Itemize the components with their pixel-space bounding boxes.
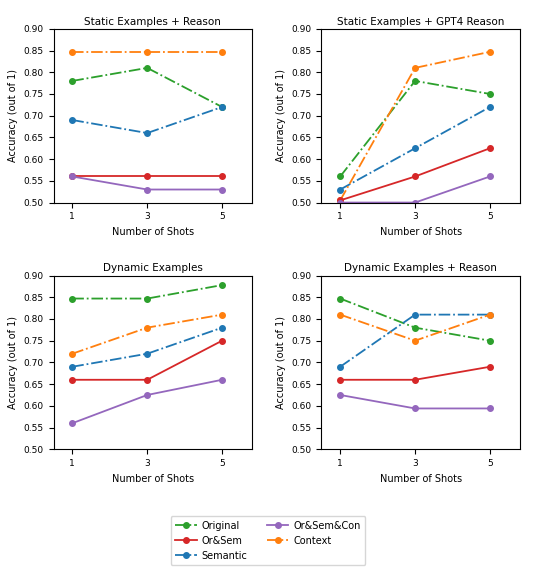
Or&Sem&Con (412, 199, 418, 206)
Line: Or&Sem&Con: Or&Sem&Con (70, 377, 225, 426)
Semantic (69, 363, 76, 370)
X-axis label: Number of Shots: Number of Shots (379, 473, 462, 484)
X-axis label: Number of Shots: Number of Shots (111, 473, 194, 484)
Or&Sem&Con (487, 405, 493, 412)
Or&Sem (487, 145, 493, 151)
Or&Sem (337, 376, 344, 383)
Or&Sem&Con (144, 186, 151, 193)
Original (69, 77, 76, 84)
Title: Dynamic Examples + Reason: Dynamic Examples + Reason (344, 263, 497, 274)
Semantic (412, 311, 418, 318)
Line: Semantic: Semantic (70, 325, 225, 370)
Or&Sem (412, 173, 418, 180)
Original (487, 337, 493, 344)
Line: Or&Sem&Con: Or&Sem&Con (338, 392, 493, 411)
Semantic (487, 311, 493, 318)
Y-axis label: Accuracy (out of 1): Accuracy (out of 1) (276, 69, 286, 162)
Line: Original: Original (70, 65, 225, 110)
Context (337, 197, 344, 204)
Context (219, 311, 225, 318)
Original (144, 295, 151, 302)
Context (487, 311, 493, 318)
Line: Context: Context (70, 49, 225, 55)
Or&Sem (69, 376, 76, 383)
Line: Semantic: Semantic (338, 312, 493, 370)
Original (219, 282, 225, 289)
Or&Sem (219, 173, 225, 180)
Or&Sem (144, 376, 151, 383)
Or&Sem&Con (69, 420, 76, 427)
Context (412, 65, 418, 71)
Original (412, 77, 418, 84)
Or&Sem&Con (219, 376, 225, 383)
Context (487, 48, 493, 55)
Original (487, 90, 493, 97)
Or&Sem&Con (219, 186, 225, 193)
Or&Sem (219, 337, 225, 344)
Semantic (412, 145, 418, 151)
Or&Sem (412, 376, 418, 383)
X-axis label: Number of Shots: Number of Shots (111, 227, 194, 237)
X-axis label: Number of Shots: Number of Shots (379, 227, 462, 237)
Line: Original: Original (70, 282, 225, 301)
Y-axis label: Accuracy (out of 1): Accuracy (out of 1) (8, 69, 18, 162)
Or&Sem&Con (487, 173, 493, 180)
Title: Dynamic Examples: Dynamic Examples (103, 263, 203, 274)
Line: Or&Sem: Or&Sem (338, 364, 493, 382)
Context (337, 311, 344, 318)
Title: Static Examples + Reason: Static Examples + Reason (84, 17, 221, 26)
Line: Original: Original (338, 295, 493, 343)
Context (144, 324, 151, 331)
Or&Sem&Con (144, 392, 151, 399)
Context (69, 48, 76, 55)
Or&Sem (487, 363, 493, 370)
Title: Static Examples + GPT4 Reason: Static Examples + GPT4 Reason (337, 17, 504, 26)
Line: Original: Original (338, 78, 493, 179)
Semantic (69, 116, 76, 123)
Or&Sem&Con (337, 199, 344, 206)
Y-axis label: Accuracy (out of 1): Accuracy (out of 1) (276, 316, 286, 409)
Original (144, 65, 151, 71)
Context (219, 48, 225, 55)
Line: Context: Context (338, 49, 493, 203)
Or&Sem (144, 173, 151, 180)
Original (337, 295, 344, 302)
Semantic (219, 104, 225, 111)
Semantic (219, 324, 225, 331)
Line: Or&Sem&Con: Or&Sem&Con (70, 174, 225, 192)
Line: Or&Sem&Con: Or&Sem&Con (338, 174, 493, 205)
Context (144, 48, 151, 55)
Semantic (144, 130, 151, 137)
Context (412, 337, 418, 344)
Original (412, 324, 418, 331)
Semantic (337, 363, 344, 370)
Line: Context: Context (338, 312, 493, 343)
Line: Or&Sem: Or&Sem (338, 146, 493, 203)
Or&Sem (337, 197, 344, 204)
Original (69, 295, 76, 302)
Original (337, 173, 344, 180)
Semantic (337, 186, 344, 193)
Semantic (144, 350, 151, 357)
Line: Semantic: Semantic (70, 104, 225, 136)
Legend: Original, Or&Sem, Semantic, Or&Sem&Con, Context: Original, Or&Sem, Semantic, Or&Sem&Con, … (170, 516, 366, 566)
Line: Context: Context (70, 312, 225, 357)
Or&Sem (69, 173, 76, 180)
Original (219, 104, 225, 111)
Semantic (487, 104, 493, 111)
Y-axis label: Accuracy (out of 1): Accuracy (out of 1) (8, 316, 18, 409)
Line: Or&Sem: Or&Sem (70, 174, 225, 179)
Context (69, 350, 76, 357)
Line: Semantic: Semantic (338, 104, 493, 192)
Or&Sem&Con (69, 173, 76, 180)
Or&Sem&Con (412, 405, 418, 412)
Or&Sem&Con (337, 392, 344, 399)
Line: Or&Sem: Or&Sem (70, 338, 225, 382)
